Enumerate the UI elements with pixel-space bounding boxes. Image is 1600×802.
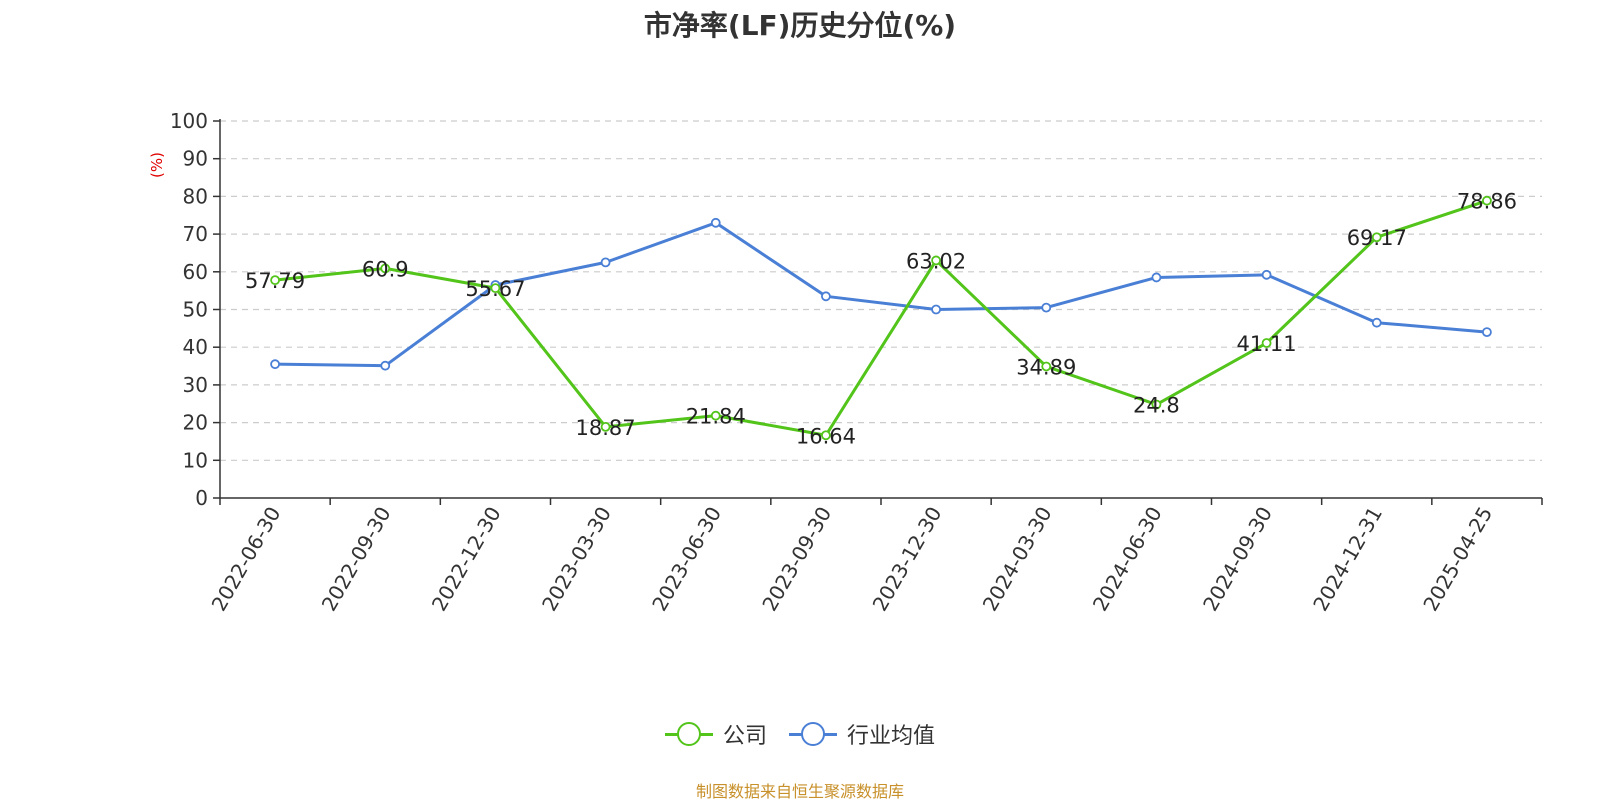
x-tick-label: 2024-03-30 bbox=[978, 503, 1057, 616]
legend-item-company[interactable]: 公司 bbox=[664, 718, 767, 750]
x-tick-label: 2023-06-30 bbox=[647, 503, 726, 616]
series-line-company bbox=[274, 199, 1488, 437]
data-label: 18.87 bbox=[576, 416, 636, 440]
y-tick-label: 0 bbox=[195, 486, 208, 510]
data-point bbox=[1151, 399, 1162, 410]
data-label: 63.02 bbox=[906, 249, 966, 273]
data-point bbox=[380, 263, 391, 274]
line-chart: 0 10 20 30 40 50 60 70 80 90 100 2022-06-30 2022-09-… bbox=[170, 109, 1543, 616]
data-point bbox=[600, 421, 611, 432]
data-point bbox=[490, 283, 501, 294]
data-point bbox=[600, 257, 611, 268]
y-tick-label: 80 bbox=[183, 184, 208, 208]
x-tick-label: 2023-03-30 bbox=[537, 503, 616, 616]
data-point bbox=[710, 217, 721, 228]
data-point bbox=[1482, 195, 1492, 206]
legend-item-industry[interactable]: 行业均值 bbox=[789, 718, 935, 750]
data-point bbox=[1261, 269, 1272, 280]
x-tick-label: 2022-06-30 bbox=[207, 503, 286, 616]
data-point bbox=[931, 304, 941, 315]
data-label: 41.11 bbox=[1237, 332, 1297, 356]
data-label: 16.64 bbox=[796, 424, 856, 448]
legend-company-label: 公司 bbox=[722, 724, 767, 749]
y-tick-label: 50 bbox=[183, 298, 208, 322]
x-tick-label: 2024-06-30 bbox=[1088, 503, 1167, 616]
y-tick-label: 30 bbox=[183, 373, 208, 397]
y-tick-label: 60 bbox=[183, 260, 208, 284]
y-tick-label: 90 bbox=[183, 147, 208, 171]
data-point bbox=[380, 360, 391, 371]
data-point bbox=[270, 359, 280, 370]
y-tick-label: 100 bbox=[170, 109, 208, 133]
data-label: 24.8 bbox=[1133, 394, 1180, 418]
y-tick-label: 40 bbox=[183, 335, 208, 359]
data-point bbox=[1041, 302, 1052, 313]
data-source-note: 制图数据来自恒生聚源数据库 bbox=[695, 782, 904, 801]
x-tick-label: 2024-12-31 bbox=[1308, 503, 1387, 616]
data-label: 60.9 bbox=[362, 257, 409, 281]
data-label: 34.89 bbox=[1016, 355, 1076, 379]
x-tick-label: 2024-09-30 bbox=[1198, 503, 1277, 616]
legend-company-marker-icon bbox=[664, 722, 713, 746]
data-point bbox=[931, 255, 941, 266]
data-point bbox=[1041, 361, 1052, 372]
data-label: 55.67 bbox=[465, 277, 525, 301]
chart-legend: 公司 行业均值 bbox=[0, 718, 1600, 750]
data-point bbox=[270, 275, 280, 286]
x-tick-label: 2025-04-25 bbox=[1418, 503, 1497, 616]
data-point bbox=[1371, 232, 1382, 243]
data-point bbox=[1371, 317, 1382, 328]
series-line-industry bbox=[275, 221, 1488, 368]
data-label: 69.17 bbox=[1347, 226, 1407, 250]
data-point bbox=[1261, 338, 1272, 348]
data-point bbox=[710, 410, 721, 421]
data-label: 57.79 bbox=[245, 269, 305, 293]
x-tick-label: 2022-09-30 bbox=[317, 503, 396, 616]
x-tick-label: 2023-12-30 bbox=[868, 502, 947, 615]
data-label: 21.84 bbox=[686, 405, 746, 429]
x-tick-label: 2023-09-30 bbox=[757, 503, 836, 616]
legend-industry-label: 行业均值 bbox=[847, 724, 936, 749]
x-tick-label: 2022-12-30 bbox=[427, 502, 506, 615]
y-tick-label: 70 bbox=[183, 222, 208, 246]
data-point bbox=[821, 430, 831, 441]
chart-title: 市净率(LF)历史分位(%) bbox=[643, 9, 957, 42]
data-point bbox=[1482, 327, 1492, 338]
y-tick-label: 10 bbox=[183, 448, 208, 472]
data-point bbox=[1151, 272, 1162, 283]
data-point bbox=[821, 291, 831, 302]
data-label: 78.86 bbox=[1457, 190, 1517, 214]
legend-industry-marker-icon bbox=[789, 722, 837, 746]
y-tick-label: 20 bbox=[183, 411, 208, 435]
